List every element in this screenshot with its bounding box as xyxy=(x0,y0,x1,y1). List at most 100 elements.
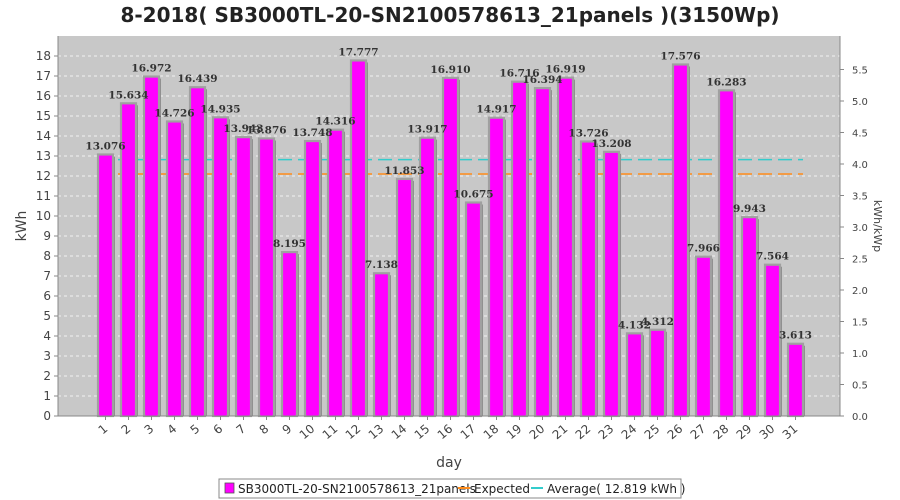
x-tick-label: 7 xyxy=(234,422,249,438)
x-tick-label: 1 xyxy=(96,422,111,438)
data-label: 7.966 xyxy=(687,243,720,255)
x-tick-label: 8 xyxy=(257,422,272,438)
x-tick-label: 29 xyxy=(734,422,755,443)
x-axis-label: day xyxy=(436,455,462,471)
x-tick-label: 11 xyxy=(320,422,341,443)
data-label: 15.634 xyxy=(108,89,148,101)
data-label: 14.935 xyxy=(200,103,240,115)
bar-fill xyxy=(214,118,227,417)
bar-fill xyxy=(697,258,710,416)
y-tick-label: 16 xyxy=(36,89,51,103)
bar-fill xyxy=(306,142,319,417)
data-label: 13.076 xyxy=(85,140,125,152)
x-tick-label: 26 xyxy=(665,422,686,443)
x-tick-label: 16 xyxy=(435,422,456,443)
y2-tick-label: 0.5 xyxy=(852,381,868,392)
x-tick-label: 6 xyxy=(211,422,226,438)
x-tick-label: 30 xyxy=(757,422,778,443)
data-label: 13.726 xyxy=(568,127,608,139)
bar-fill xyxy=(743,218,756,416)
bar-fill xyxy=(513,83,526,417)
y2-tick-label: 3.5 xyxy=(852,192,868,203)
legend-label-series: SB3000TL-20-SN2100578613_21panels xyxy=(238,482,476,496)
data-label: 16.910 xyxy=(430,64,470,76)
bar-fill xyxy=(467,204,480,416)
bar-fill xyxy=(375,274,388,416)
data-label: 16.919 xyxy=(545,64,585,76)
bars xyxy=(96,59,805,418)
bar-fill xyxy=(260,139,273,417)
bar-fill xyxy=(168,122,181,416)
data-label: 13.917 xyxy=(407,124,447,136)
x-tick-label: 20 xyxy=(527,422,548,443)
x-tick-label: 3 xyxy=(142,422,157,438)
legend: SB3000TL-20-SN2100578613_21panels Expect… xyxy=(218,478,686,499)
x-tick-label: 23 xyxy=(596,422,617,443)
x-tick-label: 19 xyxy=(504,422,525,443)
bar-fill xyxy=(122,104,135,416)
data-label: 7.564 xyxy=(756,251,789,263)
data-label: 10.675 xyxy=(453,189,493,201)
y-tick-label: 5 xyxy=(43,309,51,323)
y2-tick-label: 3.0 xyxy=(852,223,868,234)
data-label: 11.853 xyxy=(384,165,424,177)
data-label: 16.716 xyxy=(499,68,539,80)
y-tick-label: 9 xyxy=(43,229,51,243)
y-tick-label: 18 xyxy=(36,49,51,63)
data-labels: 13.076 15.634 16.972 14.726 16.439 14.935 13.9… xyxy=(85,46,812,341)
bar-fill xyxy=(536,89,549,417)
y2-tick-label: 5.5 xyxy=(852,66,868,77)
bar-fill xyxy=(237,138,250,416)
bar-fill xyxy=(651,331,664,416)
y-tick-label: 8 xyxy=(43,249,51,263)
y-tick-label: 6 xyxy=(43,289,51,303)
chart-title: 8-2018( SB3000TL-20-SN2100578613_21panel… xyxy=(120,3,779,27)
y-tick-label: 15 xyxy=(36,109,51,123)
y-tick-label: 14 xyxy=(36,129,51,143)
data-label: 16.283 xyxy=(706,76,746,88)
y-tick-label: 13 xyxy=(36,149,51,163)
data-label: 16.439 xyxy=(177,73,217,85)
bar-fill xyxy=(283,253,296,416)
bar-fill xyxy=(398,180,411,416)
x-tick-label: 27 xyxy=(688,422,709,443)
x-tick-label: 22 xyxy=(573,422,594,443)
x-tick-label: 25 xyxy=(642,422,663,443)
bar-fill xyxy=(720,91,733,416)
y-tick-label: 17 xyxy=(36,69,51,83)
y2-axis-label: kWh/kWp xyxy=(871,200,884,252)
data-label: 8.195 xyxy=(273,238,306,250)
x-tick-label: 10 xyxy=(297,422,318,443)
data-label: 14.726 xyxy=(154,107,194,119)
y-axis-label: kWh xyxy=(14,211,30,242)
y2-tick-label: 2.5 xyxy=(852,255,868,266)
data-label: 14.917 xyxy=(476,104,516,116)
data-label: 16.394 xyxy=(522,74,562,86)
y-tick-label: 11 xyxy=(36,189,51,203)
y2-tick-label: 4.5 xyxy=(852,129,868,140)
x-tick-label: 15 xyxy=(412,422,433,443)
bar-fill xyxy=(329,131,342,416)
y-tick-label: 10 xyxy=(36,209,51,223)
y2-tick-label: 5.0 xyxy=(852,97,868,108)
bar-fill xyxy=(559,79,572,417)
x-tick-label: 2 xyxy=(119,422,134,438)
data-label: 17.777 xyxy=(338,46,378,58)
y2-axis-ticks: 0.0 0.5 1.0 1.5 2.0 2.5 3.0 3.5 4.0 4.5 5.0 5.5 xyxy=(840,66,868,423)
x-tick-label: 28 xyxy=(711,422,732,443)
data-label: 13.748 xyxy=(292,127,332,139)
x-tick-label: 4 xyxy=(165,422,180,438)
legend-box xyxy=(218,478,682,499)
x-tick-label: 31 xyxy=(780,422,801,443)
y-tick-label: 7 xyxy=(43,269,51,283)
data-label: 4.312 xyxy=(641,316,674,328)
bar-fill xyxy=(444,79,457,417)
data-label: 17.576 xyxy=(660,50,700,62)
bar-fill xyxy=(191,88,204,416)
y2-tick-label: 0.0 xyxy=(852,412,868,423)
data-label: 4.132 xyxy=(618,319,651,331)
bar-fill xyxy=(674,65,687,416)
data-label: 13.208 xyxy=(591,138,631,150)
